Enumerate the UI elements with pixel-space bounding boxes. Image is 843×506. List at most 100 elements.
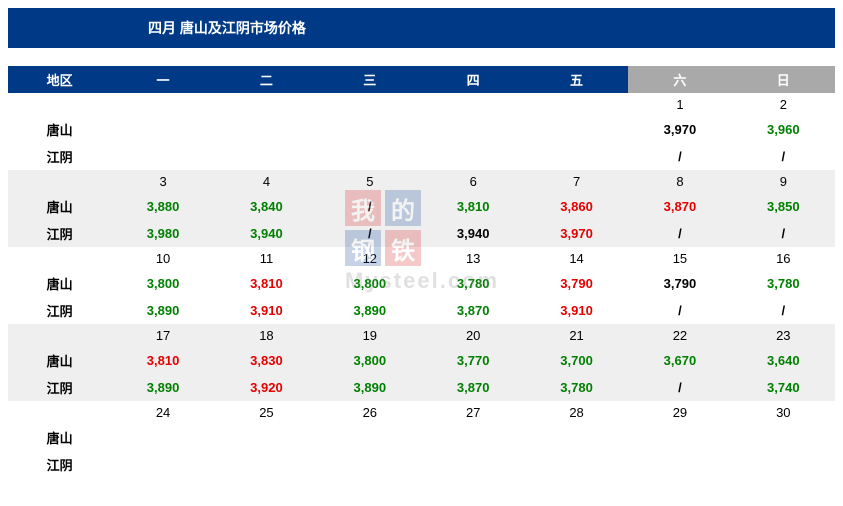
price-cell [525,143,628,170]
price-cell [732,451,835,478]
date-row: 24252627282930 [8,401,835,424]
date-row: 17181920212223 [8,324,835,347]
price-cell: 3,830 [215,347,318,374]
price-cell: / [628,143,731,170]
date-cell: 12 [318,247,421,270]
price-cell [111,116,214,143]
price-cell [318,451,421,478]
price-cell: 3,670 [628,347,731,374]
price-cell [628,451,731,478]
col-tue: 二 [215,66,318,93]
col-region: 地区 [8,66,111,93]
date-cell: 23 [732,324,835,347]
price-cell: 3,800 [318,347,421,374]
price-calendar-table: 地区 一 二 三 四 五 六 日 12唐山3,9703,960江阴//34567… [8,66,835,478]
price-cell: / [318,220,421,247]
price-row: 唐山3,8003,8103,8003,7803,7903,7903,780 [8,270,835,297]
col-wed: 三 [318,66,421,93]
region-label: 江阴 [8,143,111,170]
week-block: 17181920212223唐山3,8103,8303,8003,7703,70… [8,324,835,401]
price-row: 江阴3,8903,9103,8903,8703,910// [8,297,835,324]
price-cell [318,116,421,143]
date-cell: 28 [525,401,628,424]
price-cell [318,143,421,170]
date-row: 10111213141516 [8,247,835,270]
price-cell: / [318,193,421,220]
price-cell: 3,850 [732,193,835,220]
price-cell: 3,780 [525,374,628,401]
price-row: 唐山3,8803,840/3,8103,8603,8703,850 [8,193,835,220]
date-cell: 25 [215,401,318,424]
price-cell: 3,810 [422,193,525,220]
price-cell: / [732,297,835,324]
price-cell: 3,740 [732,374,835,401]
price-cell [628,424,731,451]
price-cell [422,451,525,478]
date-cell: 21 [525,324,628,347]
date-cell: 3 [111,170,214,193]
date-cell: 9 [732,170,835,193]
price-cell [215,424,318,451]
price-cell: 3,880 [111,193,214,220]
price-cell: 3,800 [111,270,214,297]
price-cell: 3,770 [422,347,525,374]
price-cell: 3,860 [525,193,628,220]
region-label: 江阴 [8,297,111,324]
table-header: 地区 一 二 三 四 五 六 日 [8,66,835,93]
date-row-label [8,401,111,424]
date-row-label [8,93,111,116]
region-label: 江阴 [8,451,111,478]
col-mon: 一 [111,66,214,93]
price-cell: 3,870 [422,374,525,401]
price-cell: 3,960 [732,116,835,143]
price-row: 唐山 [8,424,835,451]
week-block: 10111213141516唐山3,8003,8103,8003,7803,79… [8,247,835,324]
price-cell [422,143,525,170]
date-cell: 4 [215,170,318,193]
date-cell [215,93,318,116]
date-row-label [8,324,111,347]
price-cell [525,451,628,478]
region-label: 唐山 [8,116,111,143]
price-cell: 3,780 [422,270,525,297]
date-cell: 5 [318,170,421,193]
date-row-label [8,247,111,270]
price-cell [318,424,421,451]
price-cell [111,143,214,170]
date-cell: 19 [318,324,421,347]
price-cell: 3,840 [215,193,318,220]
region-label: 江阴 [8,374,111,401]
region-label: 唐山 [8,347,111,374]
price-cell: / [732,143,835,170]
col-sat: 六 [628,66,731,93]
price-cell [732,424,835,451]
date-cell: 30 [732,401,835,424]
price-cell: 3,970 [628,116,731,143]
price-cell: 3,890 [318,374,421,401]
price-row: 江阴3,8903,9203,8903,8703,780/3,740 [8,374,835,401]
date-cell: 14 [525,247,628,270]
price-cell [422,424,525,451]
date-cell: 18 [215,324,318,347]
price-cell: 3,810 [111,347,214,374]
date-cell: 22 [628,324,731,347]
price-cell: 3,810 [215,270,318,297]
price-cell: 3,920 [215,374,318,401]
price-cell [215,143,318,170]
date-cell: 7 [525,170,628,193]
region-label: 唐山 [8,424,111,451]
date-cell: 24 [111,401,214,424]
region-label: 唐山 [8,270,111,297]
price-cell: / [628,297,731,324]
week-block: 3456789唐山3,8803,840/3,8103,8603,8703,850… [8,170,835,247]
date-cell [111,93,214,116]
price-cell: 3,940 [422,220,525,247]
price-cell [215,116,318,143]
price-cell: 3,970 [525,220,628,247]
date-cell [422,93,525,116]
price-cell: 3,800 [318,270,421,297]
region-label: 唐山 [8,193,111,220]
date-cell: 2 [732,93,835,116]
price-row: 江阴3,9803,940/3,9403,970// [8,220,835,247]
region-label: 江阴 [8,220,111,247]
